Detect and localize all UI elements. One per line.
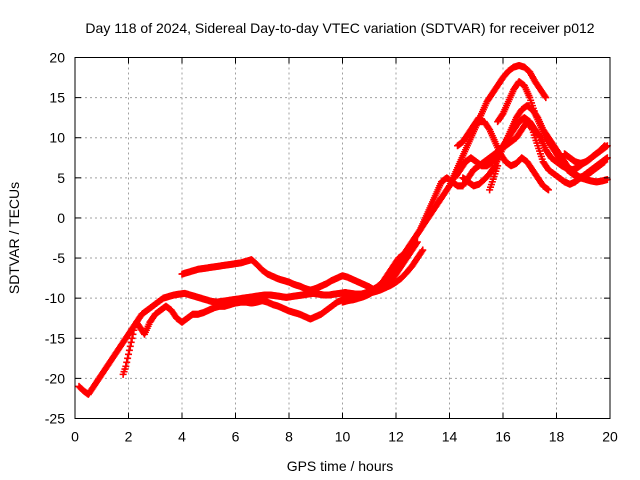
series-arc-9 bbox=[561, 142, 611, 167]
y-tick-label: -10 bbox=[45, 290, 65, 306]
data-point bbox=[542, 94, 550, 102]
y-tick-label: 5 bbox=[57, 170, 65, 186]
series-arc-4 bbox=[339, 62, 550, 306]
x-tick-label: 6 bbox=[232, 429, 240, 445]
x-tick-label: 0 bbox=[71, 429, 79, 445]
y-tick-label: -20 bbox=[45, 370, 65, 386]
data-marks bbox=[75, 62, 611, 398]
data-point bbox=[541, 92, 549, 100]
data-point bbox=[544, 186, 552, 194]
data-point bbox=[474, 115, 482, 123]
y-tick-label: 10 bbox=[49, 130, 65, 146]
data-point bbox=[126, 342, 134, 350]
data-point bbox=[124, 354, 132, 362]
x-tick-label: 8 bbox=[285, 429, 293, 445]
data-point bbox=[128, 334, 136, 342]
y-tick-label: 15 bbox=[49, 90, 65, 106]
x-axis-title: GPS time / hours bbox=[287, 458, 394, 474]
data-point bbox=[122, 362, 130, 370]
y-tick-label: -5 bbox=[53, 250, 66, 266]
data-point bbox=[419, 246, 427, 254]
series-arc-2 bbox=[119, 246, 427, 378]
x-tick-label: 18 bbox=[549, 429, 565, 445]
data-point bbox=[601, 158, 609, 166]
grid bbox=[75, 57, 610, 419]
x-tick-label: 10 bbox=[335, 429, 351, 445]
x-tick-label: 16 bbox=[495, 429, 511, 445]
series-arc-10 bbox=[486, 162, 502, 194]
y-tick-label: 20 bbox=[49, 50, 65, 66]
x-tick-label: 20 bbox=[602, 429, 618, 445]
data-point bbox=[494, 162, 502, 170]
data-point bbox=[129, 330, 137, 338]
series-arc-11 bbox=[470, 114, 483, 130]
x-tick-label: 12 bbox=[388, 429, 404, 445]
data-point bbox=[475, 114, 483, 122]
data-point bbox=[125, 346, 133, 354]
x-tick-label: 2 bbox=[125, 429, 133, 445]
data-point bbox=[418, 247, 426, 255]
axis-ticks: 0 2 4 6 8 10 12 14 16 18 20 -25 -20 -15 -10 -5 0 5 10 15 20 bbox=[45, 50, 618, 445]
data-point bbox=[125, 350, 132, 358]
data-point bbox=[127, 338, 135, 346]
x-tick-label: 4 bbox=[178, 429, 186, 445]
y-tick-label: -15 bbox=[45, 330, 65, 346]
y-tick-label: -25 bbox=[45, 411, 65, 427]
y-axis-title: SDTVAR / TECUs bbox=[6, 182, 22, 294]
chart-title: Day 118 of 2024, Sidereal Day-to-day VTE… bbox=[85, 20, 594, 36]
data-point bbox=[123, 358, 131, 366]
x-tick-label: 14 bbox=[442, 429, 458, 445]
y-tick-label: 0 bbox=[57, 210, 65, 226]
